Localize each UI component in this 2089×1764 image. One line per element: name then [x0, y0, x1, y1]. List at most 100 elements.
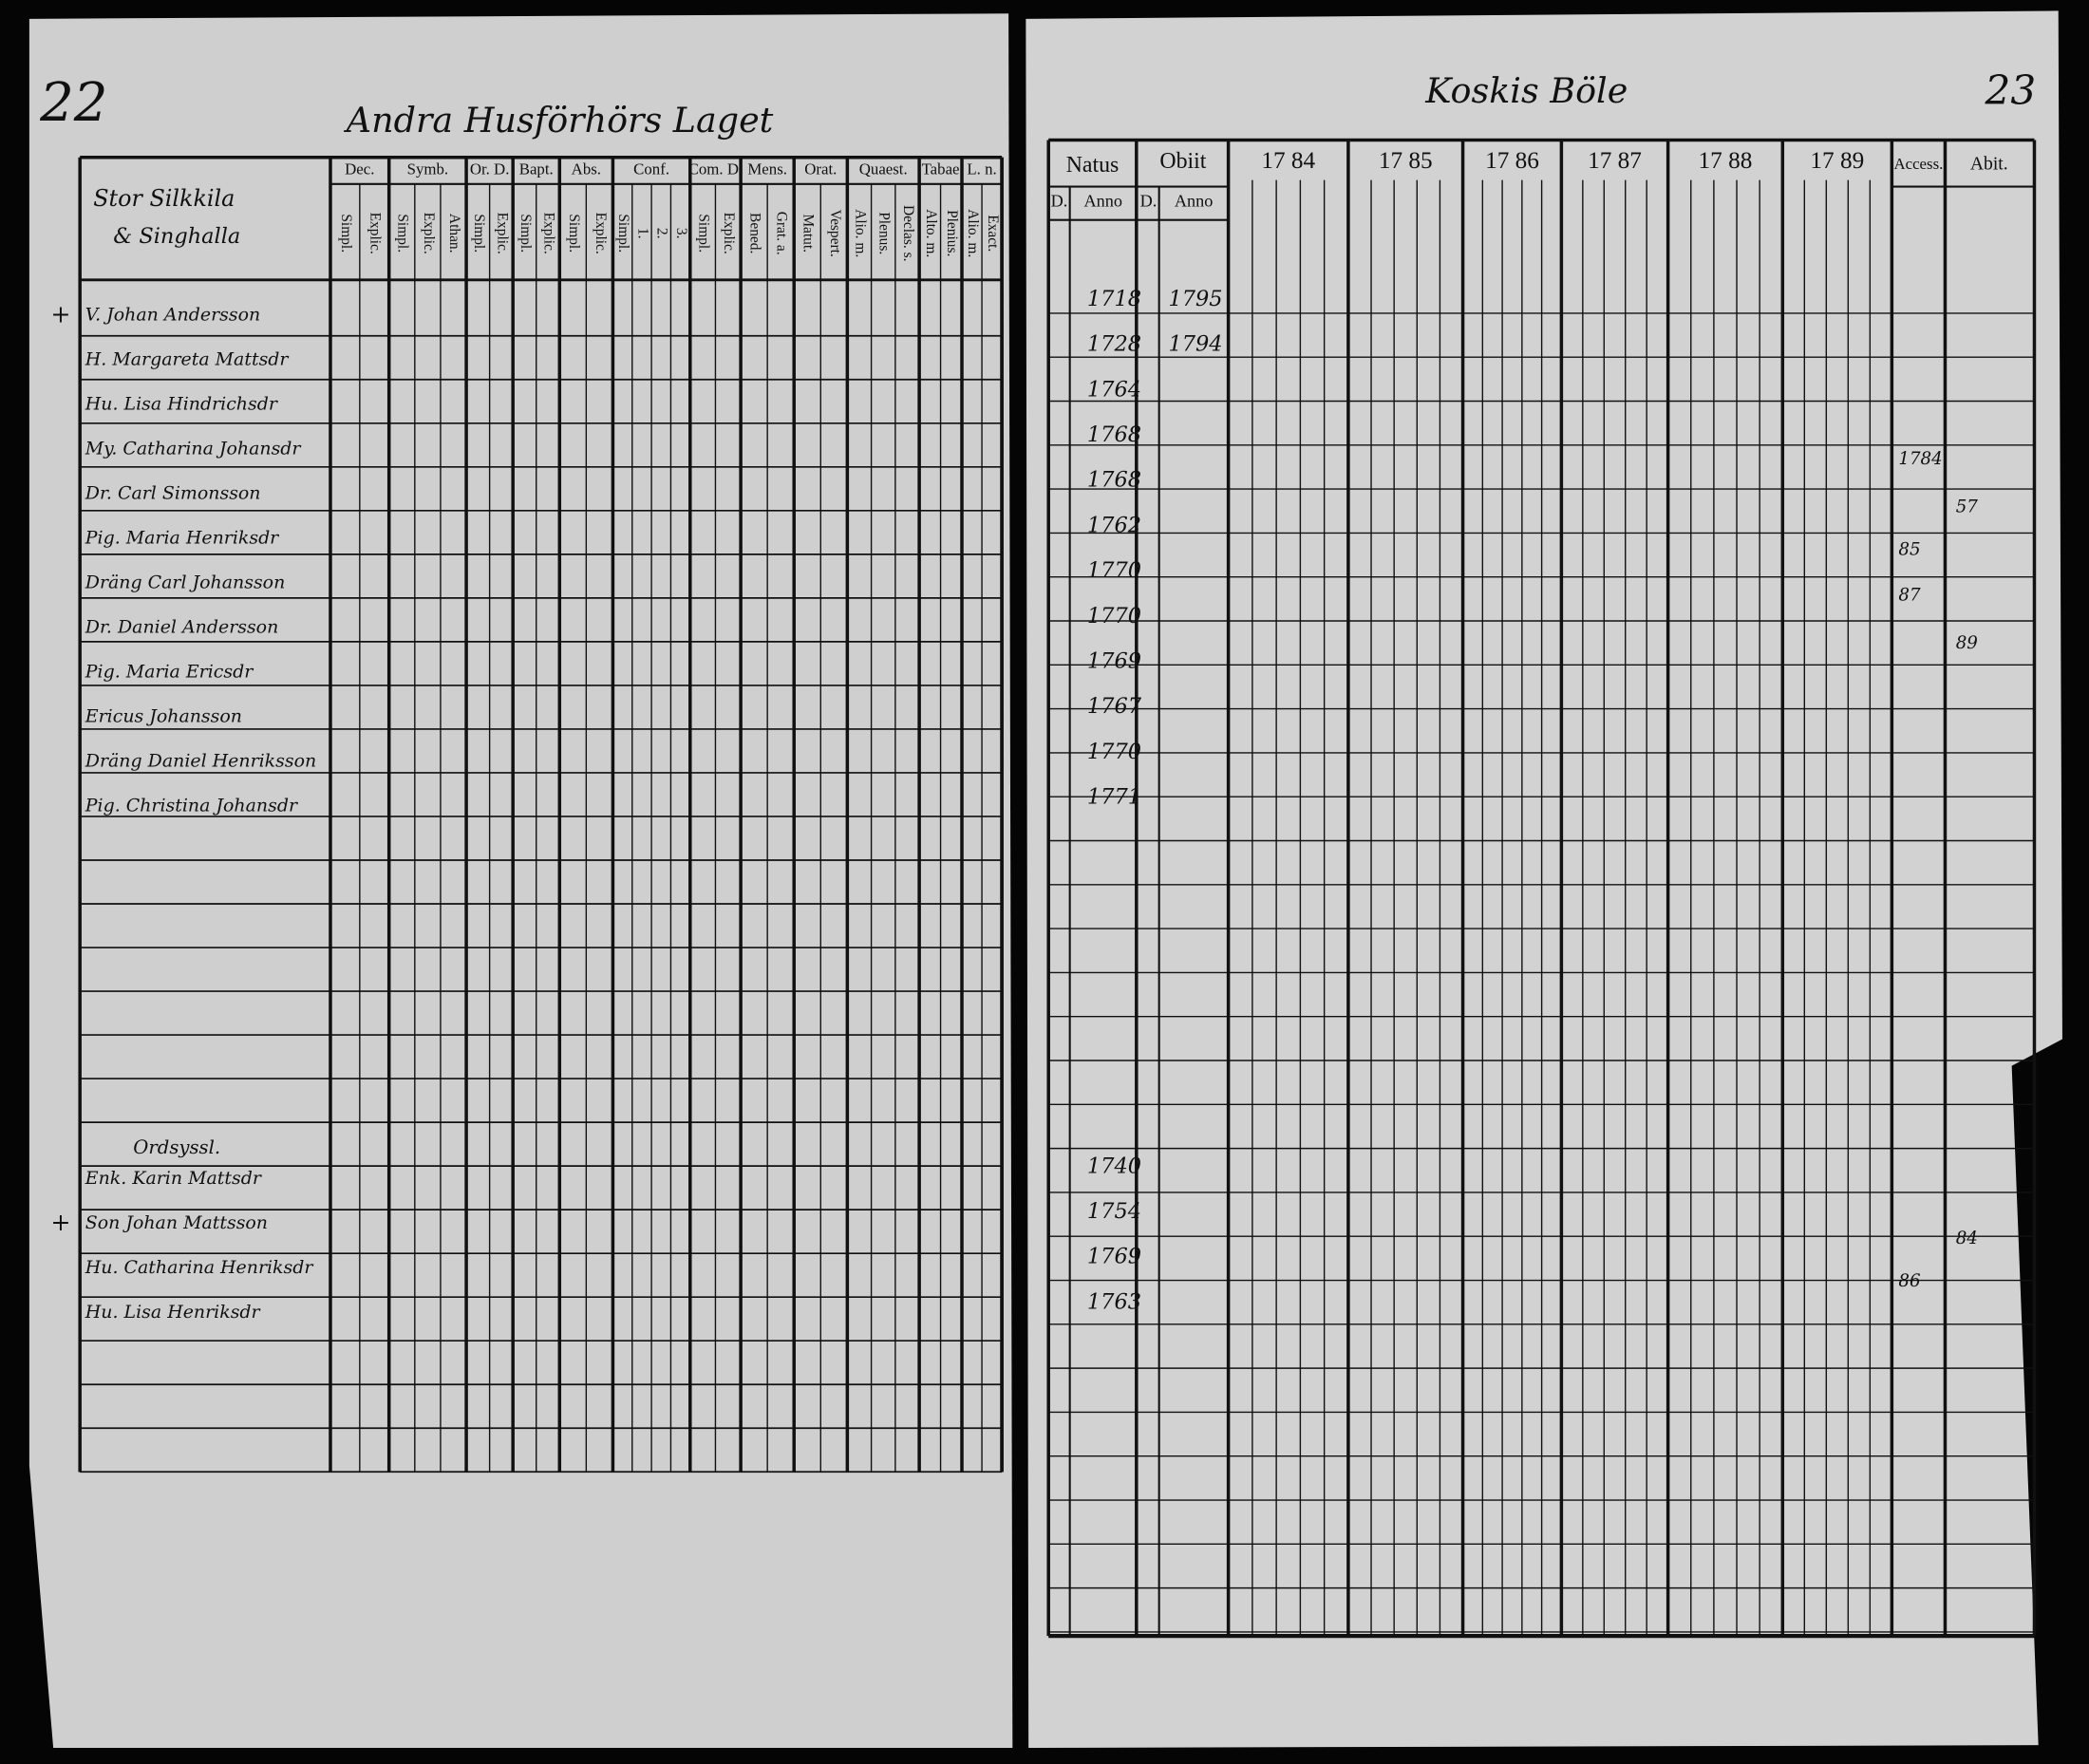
page-title: Koskis Böle: [1424, 70, 1628, 111]
column-subheader: Simpl.: [566, 214, 582, 253]
resident-name: Hu. Lisa Hindrichsdr: [85, 394, 278, 415]
birth-year: 1770: [1087, 740, 1141, 764]
birth-year: 1740: [1087, 1154, 1141, 1178]
page-number: 22: [39, 72, 107, 134]
column-subheader: Matut.: [800, 214, 817, 253]
death-year: 1795: [1168, 287, 1222, 311]
birth-year: 1771: [1087, 785, 1141, 810]
resident-name: Enk. Karin Mattsdr: [85, 1168, 262, 1189]
column-subheader: Simpl.: [696, 214, 712, 253]
column-subheader: 2.: [654, 228, 670, 239]
resident-name: Pig. Maria Ericsdr: [85, 662, 254, 683]
abiit: 89: [1956, 633, 1979, 653]
section-label: Ordsyssl.: [133, 1136, 220, 1158]
year-header: 17 88: [1699, 147, 1753, 174]
column-header: Conf.: [633, 160, 669, 178]
column-subheader: Exact.: [985, 215, 1001, 252]
resident-name: Dr. Carl Simonsson: [85, 483, 261, 504]
column-subheader: Alto. m.: [923, 209, 939, 257]
column-header: Orat.: [804, 160, 837, 178]
birth-year: 1769: [1087, 648, 1141, 673]
left-sheet: [28, 13, 1013, 1748]
column-header: Obiit: [1159, 149, 1206, 174]
column-subheader: Bened.: [747, 213, 763, 253]
resident-name: H. Margareta Mattsdr: [85, 349, 290, 370]
resident-name: Dräng Carl Johansson: [85, 572, 285, 593]
column-subheader: Declas. s.: [900, 205, 916, 262]
year-header: 17 86: [1485, 147, 1539, 174]
column-subheader: Alio. m.: [852, 209, 868, 257]
year-header: 17 87: [1588, 147, 1642, 174]
column-header: Quaest.: [859, 160, 908, 178]
column-header: Abs.: [572, 160, 601, 178]
accessit: 1784: [1898, 449, 1942, 469]
column-header: Abit.: [1970, 154, 2008, 175]
household-place: Stor Silkkila: [93, 185, 235, 212]
column-subheader: Plenus.: [876, 212, 893, 254]
column-subheader: Athan.: [446, 214, 462, 253]
column-subheader: Vespert.: [827, 210, 843, 257]
margin-mark: +: [50, 1209, 70, 1236]
column-header: Natus: [1066, 153, 1120, 178]
column-subheader: Explic.: [367, 213, 384, 254]
abiit: 84: [1956, 1229, 1978, 1248]
column-subheader: Explic.: [494, 213, 510, 254]
column-subheader: Simpl.: [395, 214, 411, 253]
birth-year: 1770: [1087, 604, 1141, 629]
right-sheet: [1026, 10, 2062, 1748]
column-subheader: 3.: [673, 228, 689, 239]
column-subheader: Anno: [1175, 192, 1214, 211]
resident-name: Son Johan Mattsson: [85, 1212, 268, 1233]
resident-name: V. Johan Andersson: [85, 305, 260, 326]
resident-name: Dräng Daniel Henriksson: [85, 751, 316, 772]
column-header: Tabae: [922, 160, 960, 178]
column-header: Com. D.: [688, 160, 743, 178]
column-header: Access.: [1893, 155, 1943, 173]
birth-year: 1770: [1087, 558, 1141, 583]
birth-year: 1728: [1087, 332, 1141, 357]
column-header: Dec.: [345, 160, 374, 178]
column-header: Symb.: [407, 160, 448, 178]
death-year: 1794: [1168, 332, 1222, 357]
birth-year: 1769: [1087, 1245, 1141, 1269]
column-subheader: Explic.: [593, 213, 609, 254]
birth-year: 1754: [1087, 1199, 1141, 1224]
column-header: Bapt.: [519, 160, 554, 178]
year-header: 17 84: [1261, 147, 1315, 174]
column-subheader: Simpl.: [471, 214, 487, 253]
birth-year: 1762: [1087, 513, 1141, 537]
resident-name: Pig. Maria Henriksdr: [85, 528, 279, 549]
birth-year: 1767: [1087, 694, 1142, 719]
resident-name: Hu. Catharina Henriksdr: [85, 1257, 314, 1278]
column-subheader: Simpl.: [615, 214, 631, 253]
resident-name: Ericus Johansson: [85, 706, 242, 727]
resident-name: Dr. Daniel Andersson: [85, 617, 278, 638]
column-subheader: 1.: [634, 228, 650, 239]
accessit: 85: [1898, 540, 1920, 560]
column-subheader: D.: [1051, 192, 1068, 211]
year-header: 17 85: [1379, 147, 1433, 174]
column-subheader: Alio. m.: [965, 209, 981, 257]
resident-name: Hu. Lisa Henriksdr: [85, 1302, 261, 1323]
accessit: 86: [1898, 1271, 1920, 1291]
column-subheader: Plenius.: [944, 210, 960, 256]
birth-year: 1718: [1087, 287, 1141, 311]
column-subheader: Grat. a.: [774, 212, 790, 255]
column-subheader: Anno: [1083, 192, 1122, 211]
rulings: [78, 138, 2037, 1639]
birth-year: 1768: [1087, 422, 1141, 447]
margin-mark: +: [50, 301, 70, 328]
abiit: 57: [1956, 497, 1979, 517]
household-note: & Singhalla: [113, 224, 240, 249]
page-number: 23: [1985, 66, 2037, 113]
year-header: 17 89: [1810, 147, 1864, 174]
accessit: 87: [1898, 585, 1921, 605]
column-header: Mens.: [747, 160, 787, 178]
column-subheader: D.: [1140, 192, 1157, 211]
column-subheader: Explic.: [421, 213, 437, 254]
column-header: Or. D.: [470, 160, 510, 178]
birth-year: 1763: [1087, 1289, 1141, 1314]
resident-name: Pig. Christina Johansdr: [85, 796, 298, 816]
